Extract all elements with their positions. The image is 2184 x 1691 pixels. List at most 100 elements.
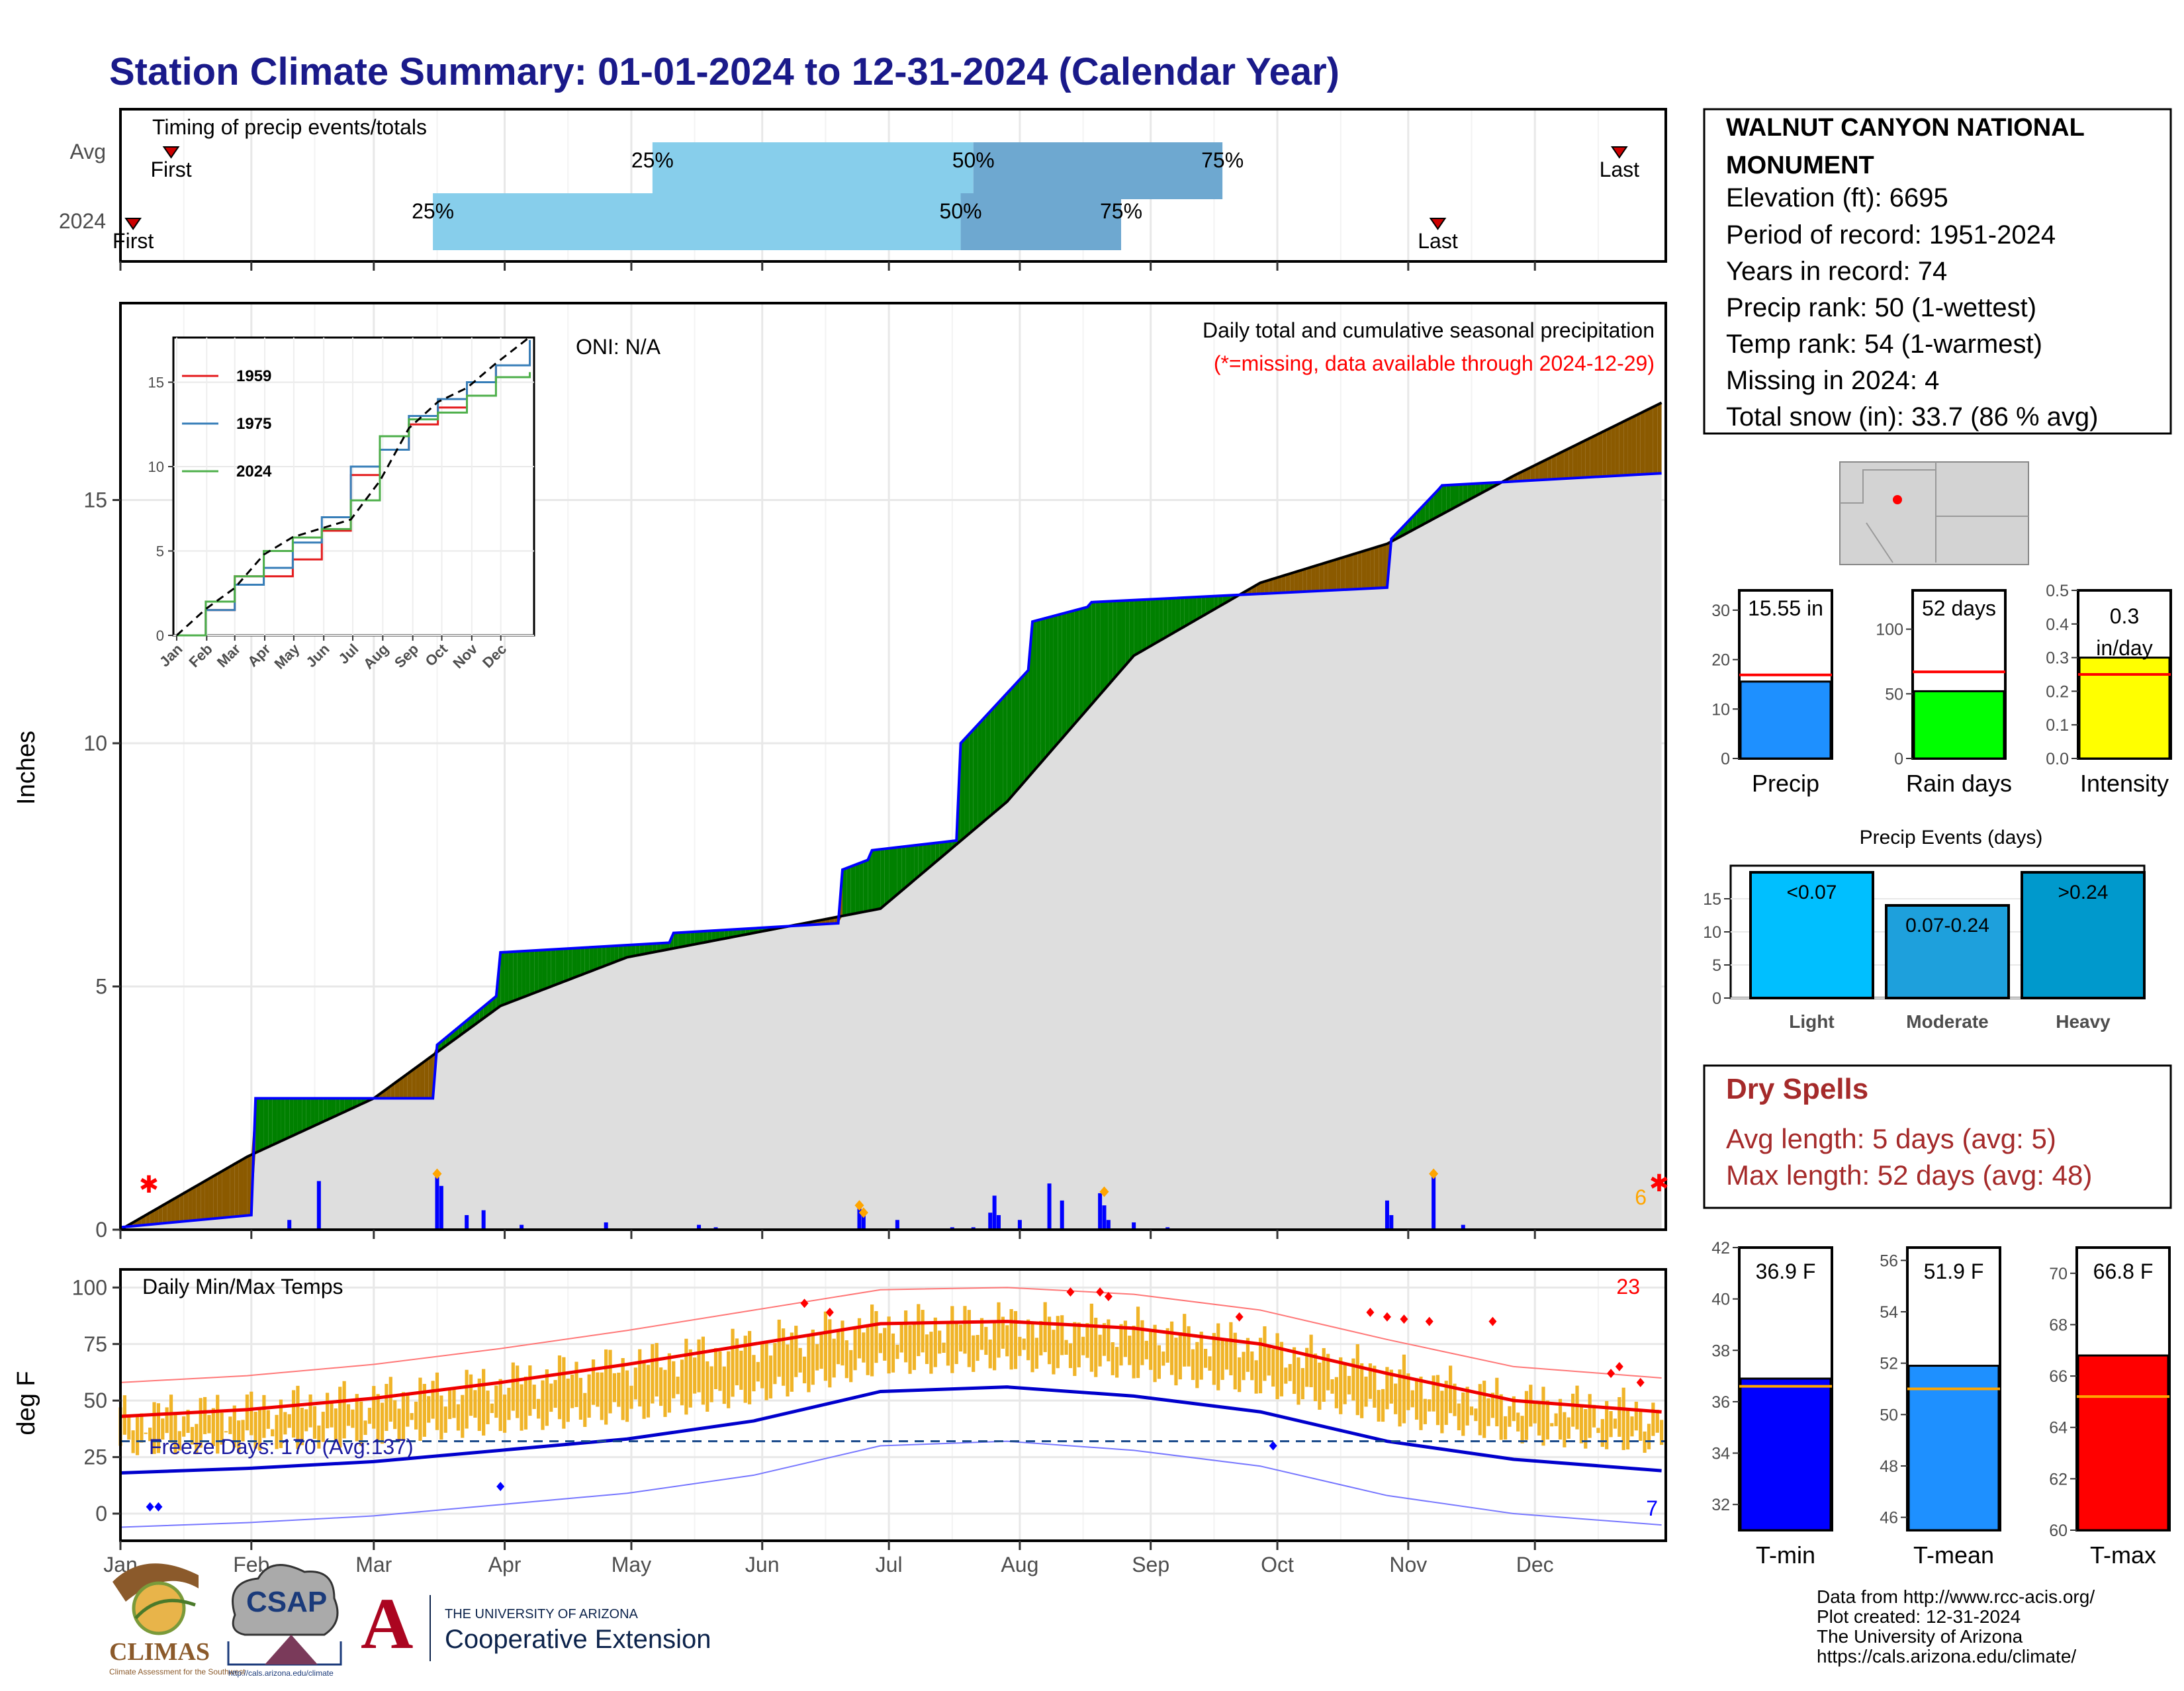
daily-precip-bar-10: [857, 1205, 862, 1230]
temp-summary-1-ytick-label-0: 46: [1880, 1509, 1898, 1528]
precip-below-normal: [1336, 558, 1341, 590]
precip-below-normal: [1585, 438, 1590, 478]
precip-below-normal: [1315, 565, 1320, 592]
max-record-count: 23: [1616, 1275, 1640, 1299]
station-total-snow: Total snow (in): 33.7 (86 % avg): [1726, 402, 2098, 432]
precip-above-normal: [694, 931, 700, 944]
temp-summary-1-ytick-label-5: 56: [1880, 1252, 1898, 1270]
temp-record-high-marker-13: [1636, 1377, 1645, 1387]
temp-daily-range-bar: [1322, 1348, 1326, 1402]
dry-spells-frame: [1703, 1064, 2172, 1209]
temp-daily-range-bar: [486, 1391, 490, 1424]
temp-daily-range-bar: [169, 1394, 173, 1443]
precip-events-category-1: Moderate: [1906, 1011, 1988, 1032]
temp-daily-range-bar: [195, 1424, 199, 1455]
temp-daily-range-bar: [1402, 1354, 1406, 1424]
precip-above-normal: [719, 930, 725, 940]
temp-daily-range-bar: [1596, 1428, 1600, 1434]
temp-summary-1-ytick-label-2: 50: [1880, 1406, 1898, 1424]
temp-daily-range-bar: [1022, 1338, 1026, 1350]
precip-below-normal: [1547, 457, 1552, 480]
temp-daily-range-bar: [688, 1349, 692, 1408]
temp-daily-range-bar: [963, 1306, 967, 1354]
temp-record-high-marker-5: [1235, 1312, 1244, 1322]
precip-above-normal: [918, 844, 923, 877]
temp-summary-0-ytick-label-0: 32: [1711, 1496, 1730, 1514]
precip-events-bar-1: [1885, 904, 2010, 999]
precip-above-normal: [1189, 597, 1193, 624]
precip-below-normal: [1345, 555, 1349, 590]
temp-daily-range-bar: [380, 1402, 385, 1444]
precip-above-normal: [1091, 602, 1096, 705]
daily-precip-bar-12: [895, 1220, 899, 1230]
temp-daily-range-bar: [1377, 1390, 1381, 1422]
climas-logo-subtext: Climate Assessment for the Southwest: [109, 1667, 246, 1676]
temp-daily-range-bar: [148, 1428, 152, 1441]
temp-normal-min-line: [120, 1385, 1662, 1475]
temp-daily-range-bar: [262, 1394, 266, 1438]
inset-ytick-label-1: 5: [156, 543, 164, 560]
precip-above-normal: [508, 951, 514, 1003]
precip-above-normal: [1040, 618, 1046, 763]
precip-below-normal: [1649, 406, 1653, 475]
precip-above-normal: [1209, 596, 1214, 612]
figure-title: Station Climate Summary: 01-01-2024 to 1…: [109, 50, 1340, 93]
station-info-frame: [1703, 108, 2172, 435]
temp-daily-range-bar: [1208, 1356, 1212, 1371]
temp-daily-range-bar: [617, 1373, 621, 1407]
precip-ytick-label-0: 0: [95, 1218, 107, 1242]
temp-daily-range-bar: [224, 1431, 228, 1433]
precip-above-normal: [880, 848, 885, 909]
month-axis-labels: Jan Feb Mar Apr May Jun Jul Aug Sep Oct Nov Dec: [103, 261, 1554, 1577]
precip-below-normal: [1611, 426, 1615, 477]
precip-above-normal: [1079, 608, 1083, 719]
precip-above-normal: [1175, 598, 1181, 631]
temp-daily-range-bar: [1300, 1368, 1304, 1400]
temp-daily-range-bar: [490, 1403, 494, 1413]
temp-summary-2-label: T-max: [2090, 1541, 2156, 1569]
precip-above-normal: [610, 946, 615, 964]
temp-daily-range-bar: [722, 1366, 726, 1404]
timing-first-label-1: First: [113, 229, 154, 253]
timing-last-label-0: Last: [1600, 158, 1640, 181]
precip-above-normal: [728, 929, 733, 938]
temp-daily-range-bar: [553, 1380, 557, 1408]
daily-precip-bar-22: [1102, 1205, 1107, 1230]
temp-daily-range-bar: [266, 1410, 270, 1429]
temp-daily-range-bar: [1381, 1389, 1385, 1422]
temp-daily-range-bar: [131, 1430, 135, 1453]
temp-daily-range-bar: [651, 1344, 655, 1404]
ua-logo: A THE UNIVERSITY OF ARIZONA Cooperative …: [361, 1583, 711, 1664]
precip-below-normal: [234, 1162, 239, 1217]
temp-daily-range-bar: [1267, 1344, 1271, 1376]
precip-below-normal: [1281, 574, 1286, 593]
precip-above-normal: [259, 1098, 264, 1151]
precip-below-normal: [399, 1076, 404, 1099]
temp-daily-range-bar: [1157, 1345, 1161, 1379]
precip-above-normal: [703, 931, 707, 943]
temp-daily-range-bar: [1216, 1323, 1220, 1391]
precip-summary-2-ytick-label-1: 0.1: [2046, 716, 2069, 735]
month-label-6: Jul: [876, 1553, 903, 1577]
temp-daily-range-bar: [257, 1409, 262, 1451]
temp-daily-range-bar: [1495, 1377, 1499, 1427]
temp-daily-range-bar: [819, 1334, 823, 1369]
temp-daily-range-bar: [406, 1394, 410, 1427]
daily-precip-bar-7: [604, 1222, 608, 1230]
precip-above-normal: [1116, 600, 1122, 676]
precip-above-normal: [1437, 485, 1442, 517]
precip-above-normal: [568, 948, 572, 980]
precip-above-normal: [1163, 598, 1168, 639]
temp-daily-range-bar: [1634, 1401, 1638, 1431]
temp-daily-range-bar: [186, 1410, 190, 1433]
precip-above-normal: [1150, 599, 1156, 646]
temp-daily-range-bar: [874, 1311, 878, 1363]
daily-precip-bar-24: [1132, 1222, 1136, 1230]
precip-above-normal: [1205, 596, 1210, 615]
temp-daily-range-bar: [1026, 1319, 1030, 1361]
temp-daily-range-bar: [465, 1369, 469, 1429]
precip-above-normal: [618, 945, 623, 961]
temp-daily-range-bar: [334, 1408, 338, 1440]
precip-above-normal: [960, 739, 965, 841]
temp-daily-range-bar: [439, 1395, 443, 1440]
